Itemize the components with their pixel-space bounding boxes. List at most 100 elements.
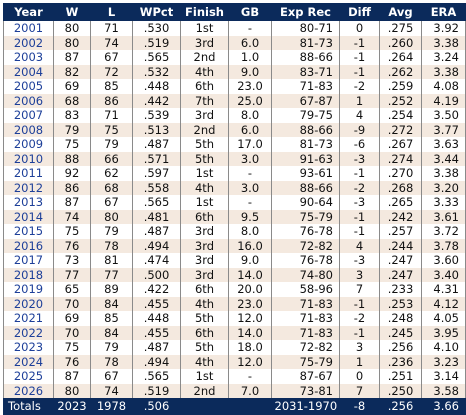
cell-year[interactable]: 2007 bbox=[3, 108, 54, 123]
table-row: 2019 65 89.422 6th 20.0 58-96 7.233 4.31 bbox=[3, 282, 466, 297]
cell-w: 79 bbox=[53, 122, 91, 137]
cell-finish: 5th bbox=[180, 151, 229, 166]
cell-gb: - bbox=[228, 20, 272, 36]
cell-finish: 4th bbox=[180, 354, 229, 369]
cell-diff: 4 bbox=[339, 238, 380, 253]
cell-finish: 6th bbox=[180, 282, 229, 297]
cell-w: 76 bbox=[53, 238, 91, 253]
cell-year[interactable]: 2015 bbox=[3, 224, 54, 239]
cell-l: 74 bbox=[90, 35, 133, 50]
cell-exp-rec: 74-80 bbox=[271, 267, 340, 282]
column-header[interactable]: Year bbox=[3, 3, 54, 21]
cell-year[interactable]: 2005 bbox=[3, 79, 54, 94]
cell-era: 4.12 bbox=[421, 296, 466, 311]
totals-diff: -8 bbox=[339, 398, 380, 415]
table-row: 2001 80 71.530 1st -80-71 0.275 3.92 bbox=[3, 20, 466, 36]
column-header[interactable]: W bbox=[53, 3, 91, 21]
header-row: Year W L WPct Finish GB Exp Rec Diff Avg ERA bbox=[3, 3, 466, 21]
cell-year[interactable]: 2025 bbox=[3, 369, 54, 384]
cell-year[interactable]: 2023 bbox=[3, 340, 54, 355]
cell-wpct: .481 bbox=[132, 209, 181, 224]
cell-diff: 7 bbox=[339, 383, 380, 398]
column-header[interactable]: ERA bbox=[421, 3, 466, 21]
cell-gb: 8.0 bbox=[228, 108, 272, 123]
cell-year[interactable]: 2020 bbox=[3, 296, 54, 311]
cell-year[interactable]: 2003 bbox=[3, 50, 54, 65]
cell-year[interactable]: 2014 bbox=[3, 209, 54, 224]
cell-gb: - bbox=[228, 166, 272, 181]
cell-finish: 3rd bbox=[180, 253, 229, 268]
cell-l: 80 bbox=[90, 209, 133, 224]
table-row: 2014 74 80.481 6th 9.5 75-79 -1.242 3.61 bbox=[3, 209, 466, 224]
cell-wpct: .487 bbox=[132, 340, 181, 355]
cell-era: 3.60 bbox=[421, 253, 466, 268]
cell-year[interactable]: 2012 bbox=[3, 180, 54, 195]
cell-year[interactable]: 2004 bbox=[3, 64, 54, 79]
totals-label: Totals bbox=[3, 398, 54, 415]
cell-year[interactable]: 2010 bbox=[3, 151, 54, 166]
column-header[interactable]: Finish bbox=[180, 3, 229, 21]
table-row: 2005 69 85.448 6th 23.0 71-83 -2.259 4.08 bbox=[3, 79, 466, 94]
table-row: 2025 87 67.565 1st -87-67 0.251 3.14 bbox=[3, 369, 466, 384]
cell-diff: -1 bbox=[339, 325, 380, 340]
column-header[interactable]: Avg bbox=[379, 3, 422, 21]
cell-avg: .245 bbox=[379, 325, 422, 340]
cell-l: 66 bbox=[90, 151, 133, 166]
cell-year[interactable]: 2026 bbox=[3, 383, 54, 398]
table-row: 2002 80 74.519 3rd 6.0 81-73 -1.260 3.38 bbox=[3, 35, 466, 50]
cell-diff: 1 bbox=[339, 354, 380, 369]
cell-l: 68 bbox=[90, 180, 133, 195]
table-row: 2017 73 81.474 3rd 9.0 76-78 -3.247 3.60 bbox=[3, 253, 466, 268]
cell-wpct: .494 bbox=[132, 354, 181, 369]
cell-year[interactable]: 2002 bbox=[3, 35, 54, 50]
cell-wpct: .530 bbox=[132, 20, 181, 36]
cell-diff: -1 bbox=[339, 50, 380, 65]
cell-exp-rec: 71-83 bbox=[271, 311, 340, 326]
cell-avg: .247 bbox=[379, 267, 422, 282]
cell-gb: - bbox=[228, 195, 272, 210]
cell-diff: -3 bbox=[339, 253, 380, 268]
cell-w: 80 bbox=[53, 383, 91, 398]
cell-year[interactable]: 2013 bbox=[3, 195, 54, 210]
cell-wpct: .597 bbox=[132, 166, 181, 181]
cell-w: 88 bbox=[53, 151, 91, 166]
cell-year[interactable]: 2011 bbox=[3, 166, 54, 181]
cell-era: 3.61 bbox=[421, 209, 466, 224]
cell-year[interactable]: 2021 bbox=[3, 311, 54, 326]
cell-avg: .272 bbox=[379, 122, 422, 137]
cell-l: 84 bbox=[90, 296, 133, 311]
cell-year[interactable]: 2001 bbox=[3, 20, 54, 36]
cell-year[interactable]: 2018 bbox=[3, 267, 54, 282]
cell-finish: 1st bbox=[180, 20, 229, 36]
column-header[interactable]: GB bbox=[228, 3, 272, 21]
cell-era: 3.24 bbox=[421, 50, 466, 65]
cell-finish: 5th bbox=[180, 340, 229, 355]
cell-exp-rec: 71-83 bbox=[271, 296, 340, 311]
cell-era: 3.23 bbox=[421, 354, 466, 369]
column-header[interactable]: L bbox=[90, 3, 133, 21]
cell-year[interactable]: 2009 bbox=[3, 137, 54, 152]
cell-wpct: .422 bbox=[132, 282, 181, 297]
column-header[interactable]: Exp Rec bbox=[271, 3, 340, 21]
column-header[interactable]: WPct bbox=[132, 3, 181, 21]
cell-year[interactable]: 2016 bbox=[3, 238, 54, 253]
cell-era: 3.14 bbox=[421, 369, 466, 384]
cell-year[interactable]: 2008 bbox=[3, 122, 54, 137]
cell-wpct: .565 bbox=[132, 195, 181, 210]
cell-wpct: .487 bbox=[132, 137, 181, 152]
cell-w: 76 bbox=[53, 354, 91, 369]
cell-year[interactable]: 2024 bbox=[3, 354, 54, 369]
table-row: 2012 86 68.558 4th 3.0 88-66 -2.268 3.20 bbox=[3, 180, 466, 195]
cell-year[interactable]: 2006 bbox=[3, 93, 54, 108]
cell-w: 75 bbox=[53, 137, 91, 152]
cell-gb: 14.0 bbox=[228, 267, 272, 282]
cell-year[interactable]: 2019 bbox=[3, 282, 54, 297]
cell-diff: -3 bbox=[339, 195, 380, 210]
cell-year[interactable]: 2022 bbox=[3, 325, 54, 340]
cell-wpct: .494 bbox=[132, 238, 181, 253]
cell-exp-rec: 79-75 bbox=[271, 108, 340, 123]
column-header[interactable]: Diff bbox=[339, 3, 380, 21]
cell-w: 65 bbox=[53, 282, 91, 297]
totals-gb bbox=[228, 398, 272, 415]
cell-year[interactable]: 2017 bbox=[3, 253, 54, 268]
